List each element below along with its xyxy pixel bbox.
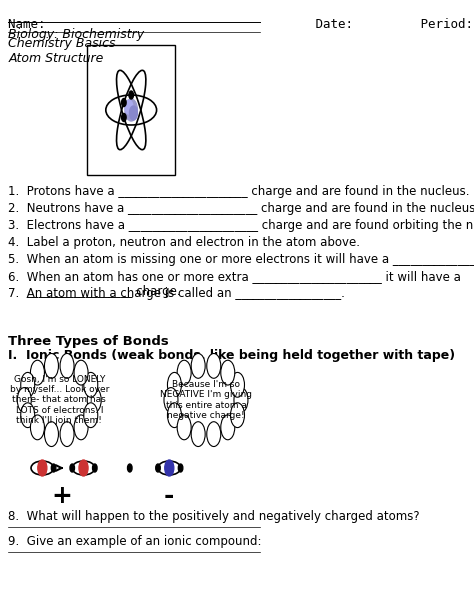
Circle shape [74, 360, 88, 385]
Bar [88, 45, 175, 175]
Circle shape [191, 422, 205, 446]
Circle shape [177, 360, 191, 385]
Circle shape [30, 415, 45, 440]
Text: Because I'm so
NEGATIVE I'm giving
this entire atom a
negative charge!: Because I'm so NEGATIVE I'm giving this … [160, 380, 252, 420]
Circle shape [30, 360, 45, 385]
Circle shape [84, 403, 98, 428]
Text: 3.  Electrons have a ______________________ charge and are found orbiting the nu: 3. Electrons have a ____________________… [9, 219, 474, 232]
Text: Gosh, I'm so LONELY
by myself... Look over
there- that atom has
LOTS of electron: Gosh, I'm so LONELY by myself... Look ov… [9, 375, 109, 425]
Circle shape [156, 464, 160, 472]
Circle shape [87, 387, 101, 413]
Circle shape [178, 464, 183, 472]
Text: 9.  Give an example of an ionic compound:: 9. Give an example of an ionic compound: [9, 535, 262, 548]
Circle shape [92, 464, 97, 472]
Circle shape [45, 422, 58, 446]
Text: 6.  When an atom has one or more extra ______________________ it will have a
   : 6. When an atom has one or more extra __… [9, 270, 461, 298]
Text: 5.  When an atom is missing one or more electrons it will have a _______________: 5. When an atom is missing one or more e… [9, 253, 474, 266]
Circle shape [125, 100, 133, 114]
Circle shape [45, 354, 58, 378]
Circle shape [125, 99, 137, 121]
Circle shape [128, 464, 132, 472]
Text: -: - [164, 484, 174, 508]
Circle shape [207, 354, 221, 378]
Circle shape [221, 415, 235, 440]
Circle shape [21, 373, 35, 397]
Ellipse shape [31, 372, 87, 428]
Circle shape [129, 106, 137, 120]
Circle shape [79, 460, 88, 476]
Text: Name:                                    Date:         Period:: Name: Date: Period: [9, 18, 474, 31]
Circle shape [122, 99, 126, 107]
Circle shape [70, 464, 74, 472]
Text: Three Types of Bonds: Three Types of Bonds [9, 335, 169, 348]
Circle shape [122, 113, 126, 121]
Circle shape [191, 354, 205, 378]
Text: Atom Structure: Atom Structure [9, 52, 104, 65]
Text: Biology: Biochemistry: Biology: Biochemistry [9, 28, 145, 41]
Circle shape [164, 387, 178, 413]
Text: 2.  Neutrons have a ______________________ charge and are found in the nucleus.: 2. Neutrons have a _____________________… [9, 202, 474, 215]
Text: Chemistry Basics: Chemistry Basics [9, 37, 116, 50]
Circle shape [230, 373, 245, 397]
Text: +: + [52, 484, 73, 508]
Circle shape [84, 373, 98, 397]
Circle shape [207, 422, 221, 446]
Text: I.  Ionic Bonds (weak bonds, like being held together with tape): I. Ionic Bonds (weak bonds, like being h… [9, 349, 456, 362]
Text: 4.  Label a proton, neutron and electron in the atom above.: 4. Label a proton, neutron and electron … [9, 236, 360, 249]
Circle shape [167, 403, 182, 428]
Circle shape [129, 91, 134, 99]
Ellipse shape [178, 372, 234, 428]
Circle shape [21, 403, 35, 428]
Circle shape [165, 460, 174, 476]
Circle shape [234, 387, 248, 413]
Circle shape [51, 464, 56, 472]
Circle shape [177, 415, 191, 440]
Circle shape [167, 373, 182, 397]
Circle shape [60, 354, 74, 378]
Circle shape [60, 422, 74, 446]
Text: 7.  An atom with a charge is called an __________________.: 7. An atom with a charge is called an __… [9, 287, 346, 300]
Text: 8.  What will happen to the positively and negatively charged atoms?: 8. What will happen to the positively an… [9, 510, 420, 523]
Circle shape [221, 360, 235, 385]
Circle shape [17, 387, 31, 413]
Circle shape [38, 460, 47, 476]
Text: 1.  Protons have a ______________________ charge and are found in the nucleus.: 1. Protons have a ______________________… [9, 185, 470, 198]
Circle shape [74, 415, 88, 440]
Circle shape [230, 403, 245, 428]
